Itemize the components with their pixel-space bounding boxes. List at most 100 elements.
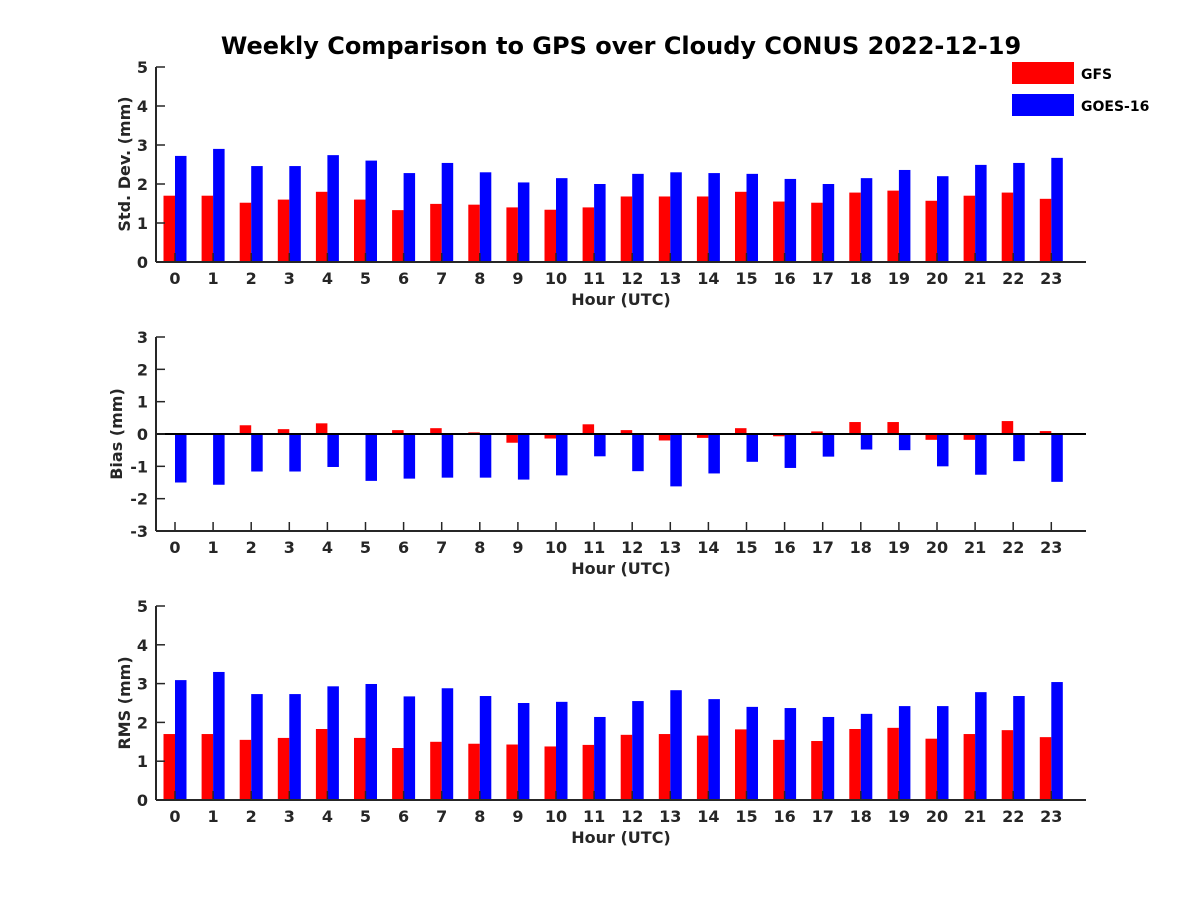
bar-bias-gfs-23 [1039, 431, 1052, 434]
x-tick-label-std-dev-22: 22 [1002, 269, 1024, 288]
x-tick-label-bias-21: 21 [964, 538, 986, 557]
bar-rms-goes16-7 [441, 688, 454, 800]
bar-bias-goes16-19 [898, 434, 911, 451]
bar-rms-goes16-13 [670, 690, 682, 800]
x-tick-label-std-dev-16: 16 [773, 269, 795, 288]
bar-rms-gfs-15 [735, 729, 747, 800]
x-tick-label-bias-5: 5 [360, 538, 371, 557]
bar-std-dev-goes16-22 [1013, 162, 1025, 262]
x-tick-label-rms-15: 15 [735, 807, 757, 826]
bar-std-dev-gfs-0 [163, 195, 175, 262]
bar-rms-gfs-23 [1039, 737, 1052, 800]
bar-bias-gfs-14 [696, 434, 709, 438]
bar-rms-gfs-8 [468, 743, 480, 800]
bar-bias-goes16-14 [708, 434, 720, 474]
bar-std-dev-goes16-15 [746, 173, 758, 262]
bar-bias-gfs-16 [773, 434, 785, 437]
x-axis-label-rms: Hour (UTC) [571, 828, 671, 847]
y-tick-label-rms-1: 1 [137, 752, 148, 771]
y-tick-label-rms-5: 5 [137, 597, 148, 616]
bar-bias-goes16-11 [594, 434, 606, 457]
bar-std-dev-goes16-23 [1051, 157, 1063, 262]
x-tick-label-std-dev-3: 3 [284, 269, 295, 288]
bar-bias-gfs-20 [925, 434, 937, 440]
bar-bias-goes16-23 [1051, 434, 1063, 482]
x-tick-label-rms-21: 21 [964, 807, 986, 826]
bar-std-dev-goes16-3 [289, 166, 301, 262]
x-tick-label-bias-1: 1 [208, 538, 219, 557]
bar-bias-gfs-12 [620, 430, 633, 434]
y-tick-label-bias-0: 0 [137, 425, 148, 444]
x-tick-label-rms-18: 18 [850, 807, 872, 826]
bar-rms-gfs-6 [392, 748, 404, 800]
x-tick-label-std-dev-12: 12 [621, 269, 643, 288]
y-tick-label-std-dev-3: 3 [137, 136, 148, 155]
bar-bias-gfs-2 [239, 425, 252, 434]
bar-rms-gfs-21 [963, 734, 976, 800]
y-tick-label-bias-2: 2 [137, 360, 148, 379]
y-axis-label-rms: RMS (mm) [115, 656, 134, 749]
bar-rms-gfs-5 [354, 737, 366, 800]
bar-std-dev-gfs-7 [430, 203, 442, 262]
bar-std-dev-goes16-5 [365, 160, 377, 262]
x-tick-label-std-dev-14: 14 [697, 269, 719, 288]
bar-rms-gfs-9 [506, 744, 518, 800]
x-tick-label-rms-12: 12 [621, 807, 643, 826]
x-tick-label-bias-14: 14 [697, 538, 719, 557]
bar-rms-goes16-11 [594, 716, 606, 800]
legend-swatch-gfs [1012, 62, 1074, 84]
x-tick-label-bias-7: 7 [436, 538, 447, 557]
x-tick-label-std-dev-6: 6 [398, 269, 409, 288]
x-tick-label-rms-2: 2 [246, 807, 257, 826]
bar-bias-goes16-9 [517, 434, 530, 480]
bar-std-dev-gfs-19 [887, 190, 899, 262]
bar-std-dev-gfs-11 [582, 207, 595, 262]
x-tick-label-bias-12: 12 [621, 538, 643, 557]
x-tick-label-bias-18: 18 [850, 538, 872, 557]
y-tick-label-std-dev-0: 0 [137, 253, 148, 272]
bar-std-dev-gfs-14 [696, 196, 709, 262]
bar-rms-gfs-2 [239, 739, 252, 800]
bar-rms-gfs-12 [620, 734, 633, 800]
x-tick-label-rms-22: 22 [1002, 807, 1024, 826]
bar-bias-goes16-21 [975, 434, 987, 475]
bar-std-dev-gfs-18 [849, 192, 861, 262]
bar-rms-gfs-3 [277, 737, 290, 800]
y-tick-label-bias--2: -2 [130, 490, 148, 509]
bar-rms-gfs-22 [1001, 730, 1014, 800]
bar-std-dev-gfs-20 [925, 200, 937, 262]
x-tick-label-bias-15: 15 [735, 538, 757, 557]
bar-bias-goes16-12 [632, 434, 644, 472]
x-tick-label-rms-20: 20 [926, 807, 948, 826]
bar-rms-gfs-4 [315, 729, 328, 800]
bar-rms-goes16-22 [1013, 696, 1025, 800]
chart-title: Weekly Comparison to GPS over Cloudy CON… [221, 32, 1021, 60]
x-tick-label-rms-17: 17 [812, 807, 834, 826]
bar-bias-gfs-6 [392, 430, 404, 434]
bar-rms-goes16-12 [632, 701, 644, 800]
bar-rms-goes16-4 [327, 686, 339, 800]
x-tick-label-std-dev-0: 0 [169, 269, 180, 288]
x-axis-label-std-dev: Hour (UTC) [571, 290, 671, 309]
bar-rms-goes16-18 [860, 713, 873, 800]
bar-std-dev-goes16-1 [213, 148, 225, 262]
bar-rms-gfs-14 [696, 735, 709, 800]
x-tick-label-rms-8: 8 [474, 807, 485, 826]
bar-std-dev-gfs-1 [201, 195, 214, 262]
x-tick-label-bias-0: 0 [169, 538, 180, 557]
y-tick-label-bias--3: -3 [130, 522, 148, 541]
bar-std-dev-goes16-19 [898, 169, 911, 262]
bar-bias-gfs-4 [315, 423, 328, 434]
x-tick-label-bias-20: 20 [926, 538, 948, 557]
bar-bias-gfs-18 [849, 422, 861, 434]
bar-bias-goes16-5 [365, 434, 377, 481]
x-tick-label-bias-22: 22 [1002, 538, 1024, 557]
bar-rms-goes16-23 [1051, 682, 1063, 800]
x-tick-label-rms-7: 7 [436, 807, 447, 826]
x-tick-label-bias-23: 23 [1040, 538, 1062, 557]
x-tick-label-rms-6: 6 [398, 807, 409, 826]
bar-rms-gfs-0 [163, 734, 175, 800]
